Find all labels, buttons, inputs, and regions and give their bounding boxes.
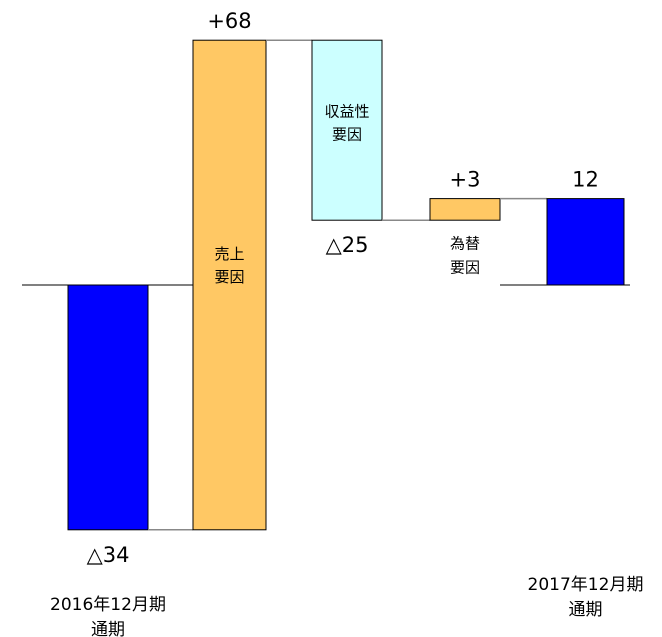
bar	[67, 284, 149, 531]
category-label: 2016年12月期	[50, 595, 166, 615]
value-label: △25	[326, 233, 369, 257]
value-label: 12	[572, 168, 599, 192]
category-label: 要因	[332, 126, 362, 144]
category-label: 要因	[214, 268, 244, 286]
category-label: 通期	[91, 620, 125, 637]
category-label: 通期	[569, 600, 603, 620]
value-label: △34	[87, 543, 130, 567]
category-label: 為替	[450, 235, 480, 253]
bar	[311, 39, 383, 221]
category-label: 要因	[450, 259, 480, 277]
value-label: +3	[450, 168, 481, 192]
bar	[192, 39, 267, 531]
category-label: 売上	[214, 245, 244, 263]
bar	[546, 198, 625, 286]
category-label: 収益性	[324, 103, 369, 121]
category-label: 2017年12月期	[528, 575, 644, 595]
bar	[429, 198, 501, 221]
value-label: +68	[207, 9, 251, 33]
